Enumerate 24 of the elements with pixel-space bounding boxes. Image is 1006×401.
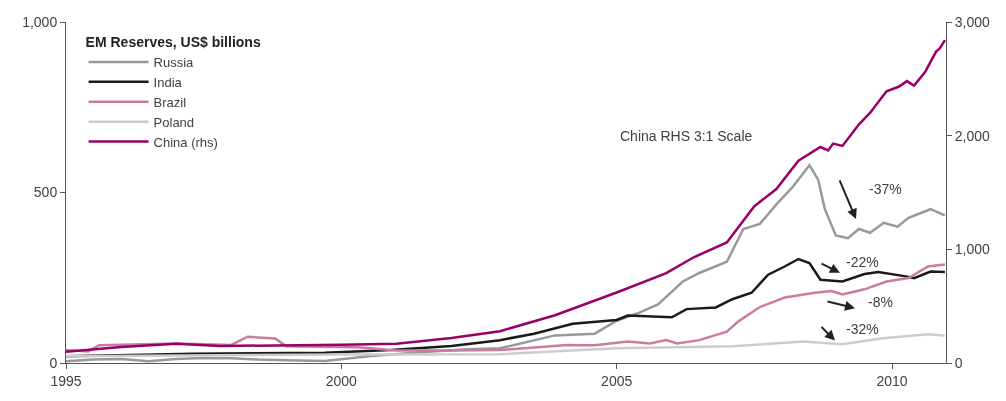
- y2-tick-label: 1,000: [954, 241, 991, 258]
- x-tick-label: 2000: [325, 372, 358, 389]
- annotation: China RHS 3:1 Scale: [620, 128, 753, 144]
- legend-label: China (rhs): [153, 134, 218, 150]
- annotation: -37%: [869, 181, 902, 197]
- y2-tick-label: 3,000: [954, 13, 991, 30]
- x-tick-label: 1995: [50, 372, 82, 389]
- y2-tick-label: 2,000: [954, 127, 991, 144]
- y-tick-label: 0: [49, 354, 58, 371]
- y2-tick-label: 0: [954, 354, 963, 371]
- annotation: -8%: [868, 294, 893, 310]
- legend-label: Brazil: [153, 94, 187, 110]
- legend-label: Poland: [153, 114, 195, 130]
- y-tick-label: 1,000: [22, 13, 58, 30]
- line-series: [66, 333, 946, 358]
- legend-label: Russia: [153, 55, 195, 71]
- annotation: -22%: [846, 254, 879, 270]
- line-series: [66, 38, 946, 353]
- x-tick-label: 2010: [876, 372, 908, 389]
- annotation: -32%: [846, 321, 879, 337]
- x-tick-label: 2005: [601, 372, 633, 389]
- legend-title: EM Reserves, US$ billions: [85, 34, 261, 51]
- legend-label: India: [153, 74, 183, 90]
- y-tick-label: 500: [33, 184, 58, 201]
